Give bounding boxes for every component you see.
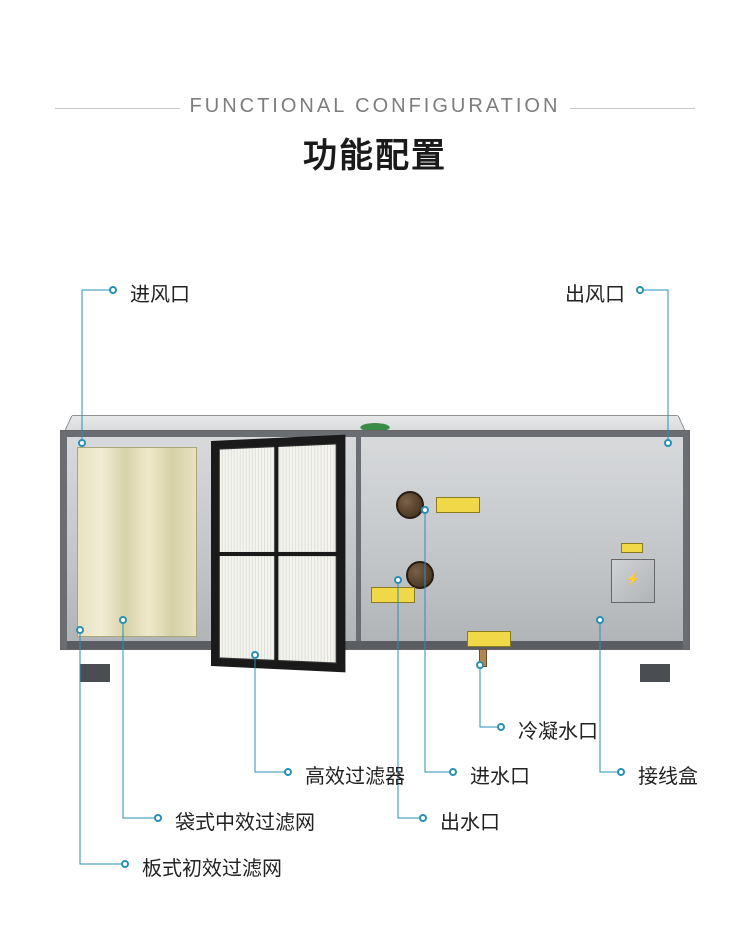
callout-dot-text-junction-box: [617, 768, 625, 776]
condensate-plate: [467, 631, 511, 647]
junction-box: [611, 559, 655, 603]
callout-dot-text-water-outlet: [419, 814, 427, 822]
title-divider-left: [55, 108, 180, 109]
water-inlet-plate: [371, 587, 415, 603]
water-outlet-plate: [436, 497, 480, 513]
callout-dot-end-air-inlet: [78, 439, 86, 447]
callout-label-bag-filter: 袋式中效过滤网: [175, 806, 315, 835]
callout-label-water-outlet: 出水口: [440, 806, 500, 835]
equipment-unit: [50, 400, 700, 680]
callout-dot-text-bag-filter: [154, 814, 162, 822]
callout-dot-end-air-outlet: [664, 439, 672, 447]
callout-label-air-outlet: 出风口: [565, 278, 625, 307]
callout-dot-end-bag-filter: [119, 616, 127, 624]
callout-dot-end-hepa-filter: [251, 651, 259, 659]
callout-dot-text-plate-filter: [121, 860, 129, 868]
callout-dot-text-water-inlet: [449, 768, 457, 776]
callout-label-water-inlet: 进水口: [470, 760, 530, 789]
hepa-filter-frame: [211, 435, 345, 673]
callout-dot-end-water-outlet: [394, 576, 402, 584]
title-chinese: 功能配置: [0, 128, 750, 177]
callout-dot-end-water-inlet: [421, 506, 429, 514]
bag-filter-media: [77, 447, 197, 637]
callout-dot-end-junction-box: [596, 616, 604, 624]
callout-dot-text-air-outlet: [636, 286, 644, 294]
callout-label-condensate: 冷凝水口: [518, 715, 598, 744]
frame-divider: [356, 437, 361, 641]
frame-top: [61, 431, 689, 437]
frame-left: [61, 431, 67, 649]
foot-left: [80, 664, 110, 682]
water-inlet-valve: [406, 561, 434, 589]
callout-label-air-inlet: 进风口: [130, 278, 190, 307]
title-english: FUNCTIONAL CONFIGURATION: [0, 95, 750, 118]
callout-label-hepa-filter: 高效过滤器: [305, 760, 405, 789]
title-divider-right: [570, 108, 695, 109]
callout-dot-end-plate-filter: [76, 626, 84, 634]
callout-dot-text-air-inlet: [109, 286, 117, 294]
voltage-plate: [621, 543, 643, 553]
callout-label-junction-box: 接线盒: [638, 760, 698, 789]
hepa-brace-v: [274, 438, 278, 669]
callout-dot-text-condensate: [497, 723, 505, 731]
foot-right: [640, 664, 670, 682]
callout-dot-text-hepa-filter: [284, 768, 292, 776]
callout-dot-end-condensate: [476, 661, 484, 669]
water-outlet-valve: [396, 491, 424, 519]
equipment-body: [60, 430, 690, 650]
callout-label-plate-filter: 板式初效过滤网: [142, 852, 282, 881]
frame-right: [683, 431, 689, 649]
frame-bottom: [61, 641, 689, 649]
